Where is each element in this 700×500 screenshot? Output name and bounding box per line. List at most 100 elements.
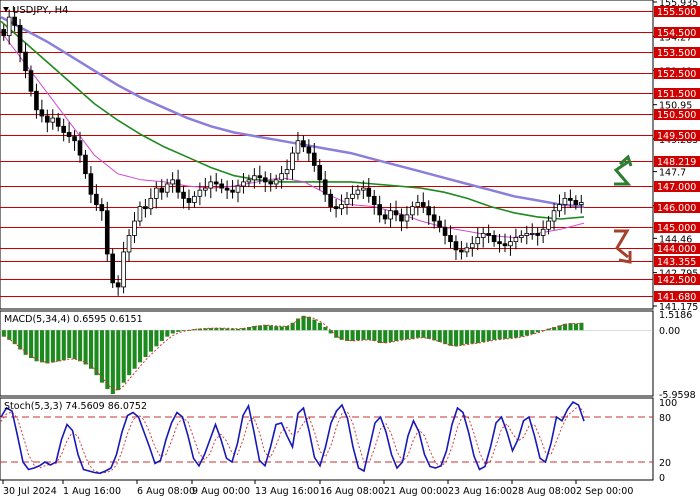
macd-bar: [345, 330, 350, 341]
macd-bar: [143, 330, 148, 357]
candle: [257, 165, 263, 185]
macd-bar: [263, 324, 268, 331]
macd-bar: [410, 330, 415, 339]
macd-bar: [399, 330, 404, 340]
macd-bar: [7, 330, 12, 340]
candle: [508, 235, 513, 256]
level-label: 151.500: [657, 89, 696, 100]
candle: [159, 179, 165, 200]
level-label: 155.500: [657, 7, 696, 18]
macd-bar: [154, 330, 159, 347]
support-resistance-levels: 155.500 154.500 153.500 152.500 151.500 150.5…: [0, 6, 700, 303]
candle: [126, 229, 132, 263]
macd-bar: [579, 322, 584, 331]
macd-bar: [208, 328, 213, 331]
macd-bar: [105, 330, 110, 390]
candle: [524, 225, 530, 245]
macd-bar: [18, 330, 23, 350]
macd-bar: [492, 330, 497, 340]
candle: [99, 198, 105, 221]
candle: [50, 109, 56, 130]
candle: [6, 9, 12, 45]
level-label: 152.500: [657, 69, 696, 80]
macd-bar: [110, 330, 115, 395]
time-tick-label: 1 Aug 16:00: [63, 486, 121, 497]
macd-bar: [257, 325, 262, 331]
level-label-box: [654, 6, 700, 17]
candle: [12, 7, 17, 32]
stoch-main-line: [0, 400, 585, 475]
macd-tick-label: -5.9598: [659, 390, 696, 401]
level-label: 142.500: [657, 275, 696, 286]
candle: [164, 178, 170, 198]
candle: [230, 180, 235, 199]
candle: [448, 225, 453, 249]
candle: [540, 220, 546, 244]
candle: [17, 18, 23, 63]
macd-bar: [552, 327, 557, 331]
chart-title: USDJPY, H4: [3, 5, 68, 16]
macd-bar: [99, 330, 104, 383]
macd-bar: [350, 330, 355, 341]
level-label-box: [654, 109, 700, 120]
macd-bar: [165, 330, 170, 337]
candle: [322, 170, 328, 202]
time-tick-label: 2 Sep 00:00: [576, 486, 633, 497]
candle: [420, 192, 426, 214]
candle: [464, 242, 470, 258]
candlesticks: [1, 7, 584, 296]
candle: [382, 209, 388, 225]
macd-bar: [176, 330, 181, 332]
candle: [61, 118, 66, 142]
level-label: 148.219: [657, 157, 696, 168]
candle: [153, 181, 159, 209]
macd-bar: [497, 330, 502, 340]
macd-bar: [524, 330, 529, 336]
candle: [328, 189, 333, 212]
macd-bar: [132, 330, 137, 369]
macd-bar: [563, 323, 568, 331]
level-label-box: [654, 243, 700, 254]
level-label: 144.000: [657, 244, 696, 255]
candle: [475, 227, 481, 251]
candle: [551, 203, 557, 230]
candle: [1, 24, 7, 41]
macd-bar: [225, 328, 230, 331]
macd-bar: [230, 328, 235, 331]
macd-bar: [454, 330, 459, 347]
candle: [137, 201, 143, 227]
macd-bar: [29, 330, 34, 359]
candle: [546, 215, 551, 235]
candle: [529, 223, 535, 240]
candle: [290, 146, 295, 180]
candle: [339, 194, 344, 216]
level-label-box: [654, 47, 700, 58]
candle: [361, 180, 366, 200]
macd-bar: [432, 330, 437, 341]
candle: [104, 201, 110, 262]
macd-bar: [557, 325, 562, 331]
macd-bar: [252, 325, 257, 331]
macd-bar: [296, 318, 301, 331]
macd-bar: [546, 328, 551, 331]
macd-bar: [274, 326, 279, 331]
level-label-box: [654, 291, 700, 302]
macd-bar: [421, 330, 426, 338]
candle: [562, 192, 568, 215]
dropdown-triangle-icon[interactable]: [3, 7, 9, 12]
candle: [121, 241, 126, 294]
macd-bar: [448, 330, 453, 346]
macd-bar: [219, 328, 224, 331]
candle: [273, 174, 279, 190]
level-label-box: [654, 256, 700, 267]
macd-tick-label: 0.00: [659, 326, 680, 337]
macd-signal-line: [3, 316, 582, 391]
candle: [491, 230, 497, 247]
level-label: 145.000: [657, 223, 696, 234]
candle: [301, 135, 306, 153]
macd-bar: [394, 330, 399, 341]
candle: [284, 159, 290, 181]
level-label: 146.000: [657, 203, 696, 214]
candle: [431, 206, 437, 229]
macd-bar: [72, 330, 77, 360]
